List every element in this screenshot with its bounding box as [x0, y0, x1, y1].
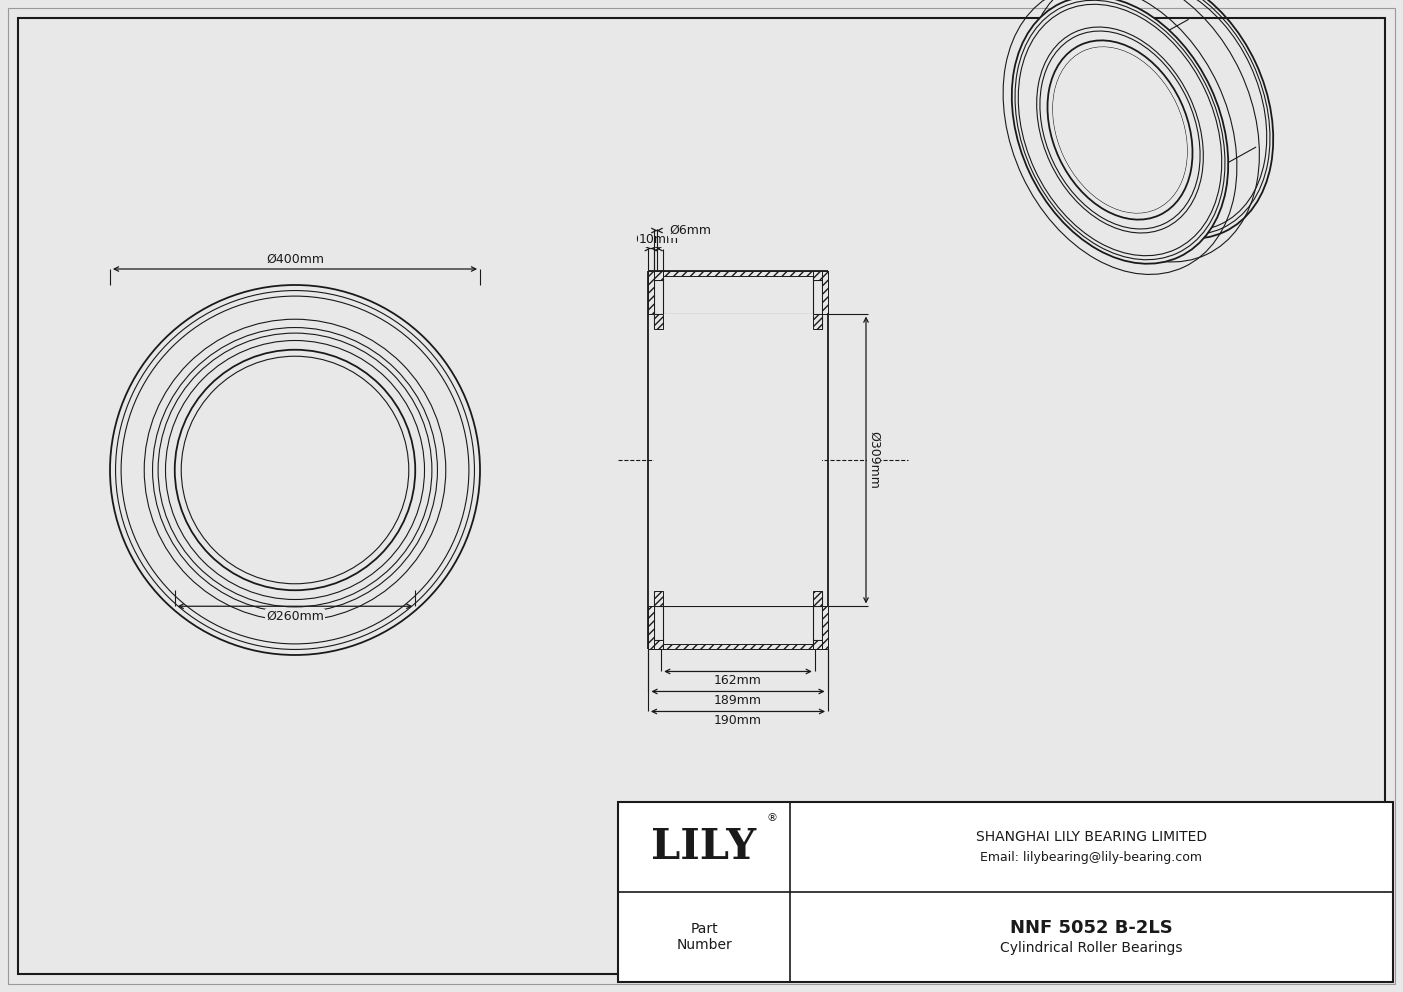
- Text: SHANGHAI LILY BEARING LIMITED: SHANGHAI LILY BEARING LIMITED: [976, 830, 1207, 844]
- Text: Cylindrical Roller Bearings: Cylindrical Roller Bearings: [1000, 941, 1183, 955]
- Bar: [812, 640, 822, 650]
- Text: 10mm: 10mm: [638, 233, 679, 246]
- Bar: [654, 640, 664, 650]
- Text: Ø400mm: Ø400mm: [267, 253, 324, 266]
- Text: Ø260mm: Ø260mm: [267, 610, 324, 623]
- Bar: [822, 271, 828, 313]
- Text: Ø309mm: Ø309mm: [867, 432, 881, 489]
- Bar: [812, 591, 822, 606]
- Bar: [654, 313, 664, 328]
- Bar: [648, 606, 654, 650]
- Text: NNF 5052 B-2LS: NNF 5052 B-2LS: [1010, 919, 1173, 937]
- Bar: [812, 313, 822, 328]
- Bar: [661, 337, 815, 583]
- Text: 6mm: 6mm: [634, 233, 666, 246]
- Bar: [661, 583, 815, 597]
- Bar: [664, 313, 812, 328]
- Text: 189mm: 189mm: [714, 694, 762, 707]
- Bar: [654, 313, 664, 328]
- Bar: [617, 802, 1393, 982]
- Bar: [664, 591, 812, 606]
- Text: Email: lilybearing@lily-bearing.com: Email: lilybearing@lily-bearing.com: [981, 850, 1202, 863]
- Bar: [654, 271, 664, 280]
- Bar: [822, 606, 828, 650]
- Text: 162mm: 162mm: [714, 674, 762, 687]
- Bar: [812, 271, 822, 280]
- Bar: [654, 591, 664, 606]
- Text: Part
Number: Part Number: [676, 922, 732, 952]
- Text: LILY: LILY: [651, 826, 756, 868]
- Bar: [654, 591, 664, 606]
- Bar: [654, 314, 822, 606]
- Bar: [661, 323, 815, 337]
- Bar: [648, 271, 654, 313]
- Text: 190mm: 190mm: [714, 714, 762, 727]
- Bar: [664, 328, 812, 591]
- Text: Ø6mm: Ø6mm: [669, 224, 711, 237]
- Ellipse shape: [1052, 47, 1187, 213]
- Bar: [661, 323, 815, 337]
- Bar: [812, 313, 822, 328]
- Bar: [661, 583, 815, 597]
- Bar: [664, 271, 812, 276]
- Bar: [812, 591, 822, 606]
- Ellipse shape: [1012, 0, 1228, 264]
- Bar: [664, 644, 812, 650]
- Text: ®: ®: [766, 813, 777, 823]
